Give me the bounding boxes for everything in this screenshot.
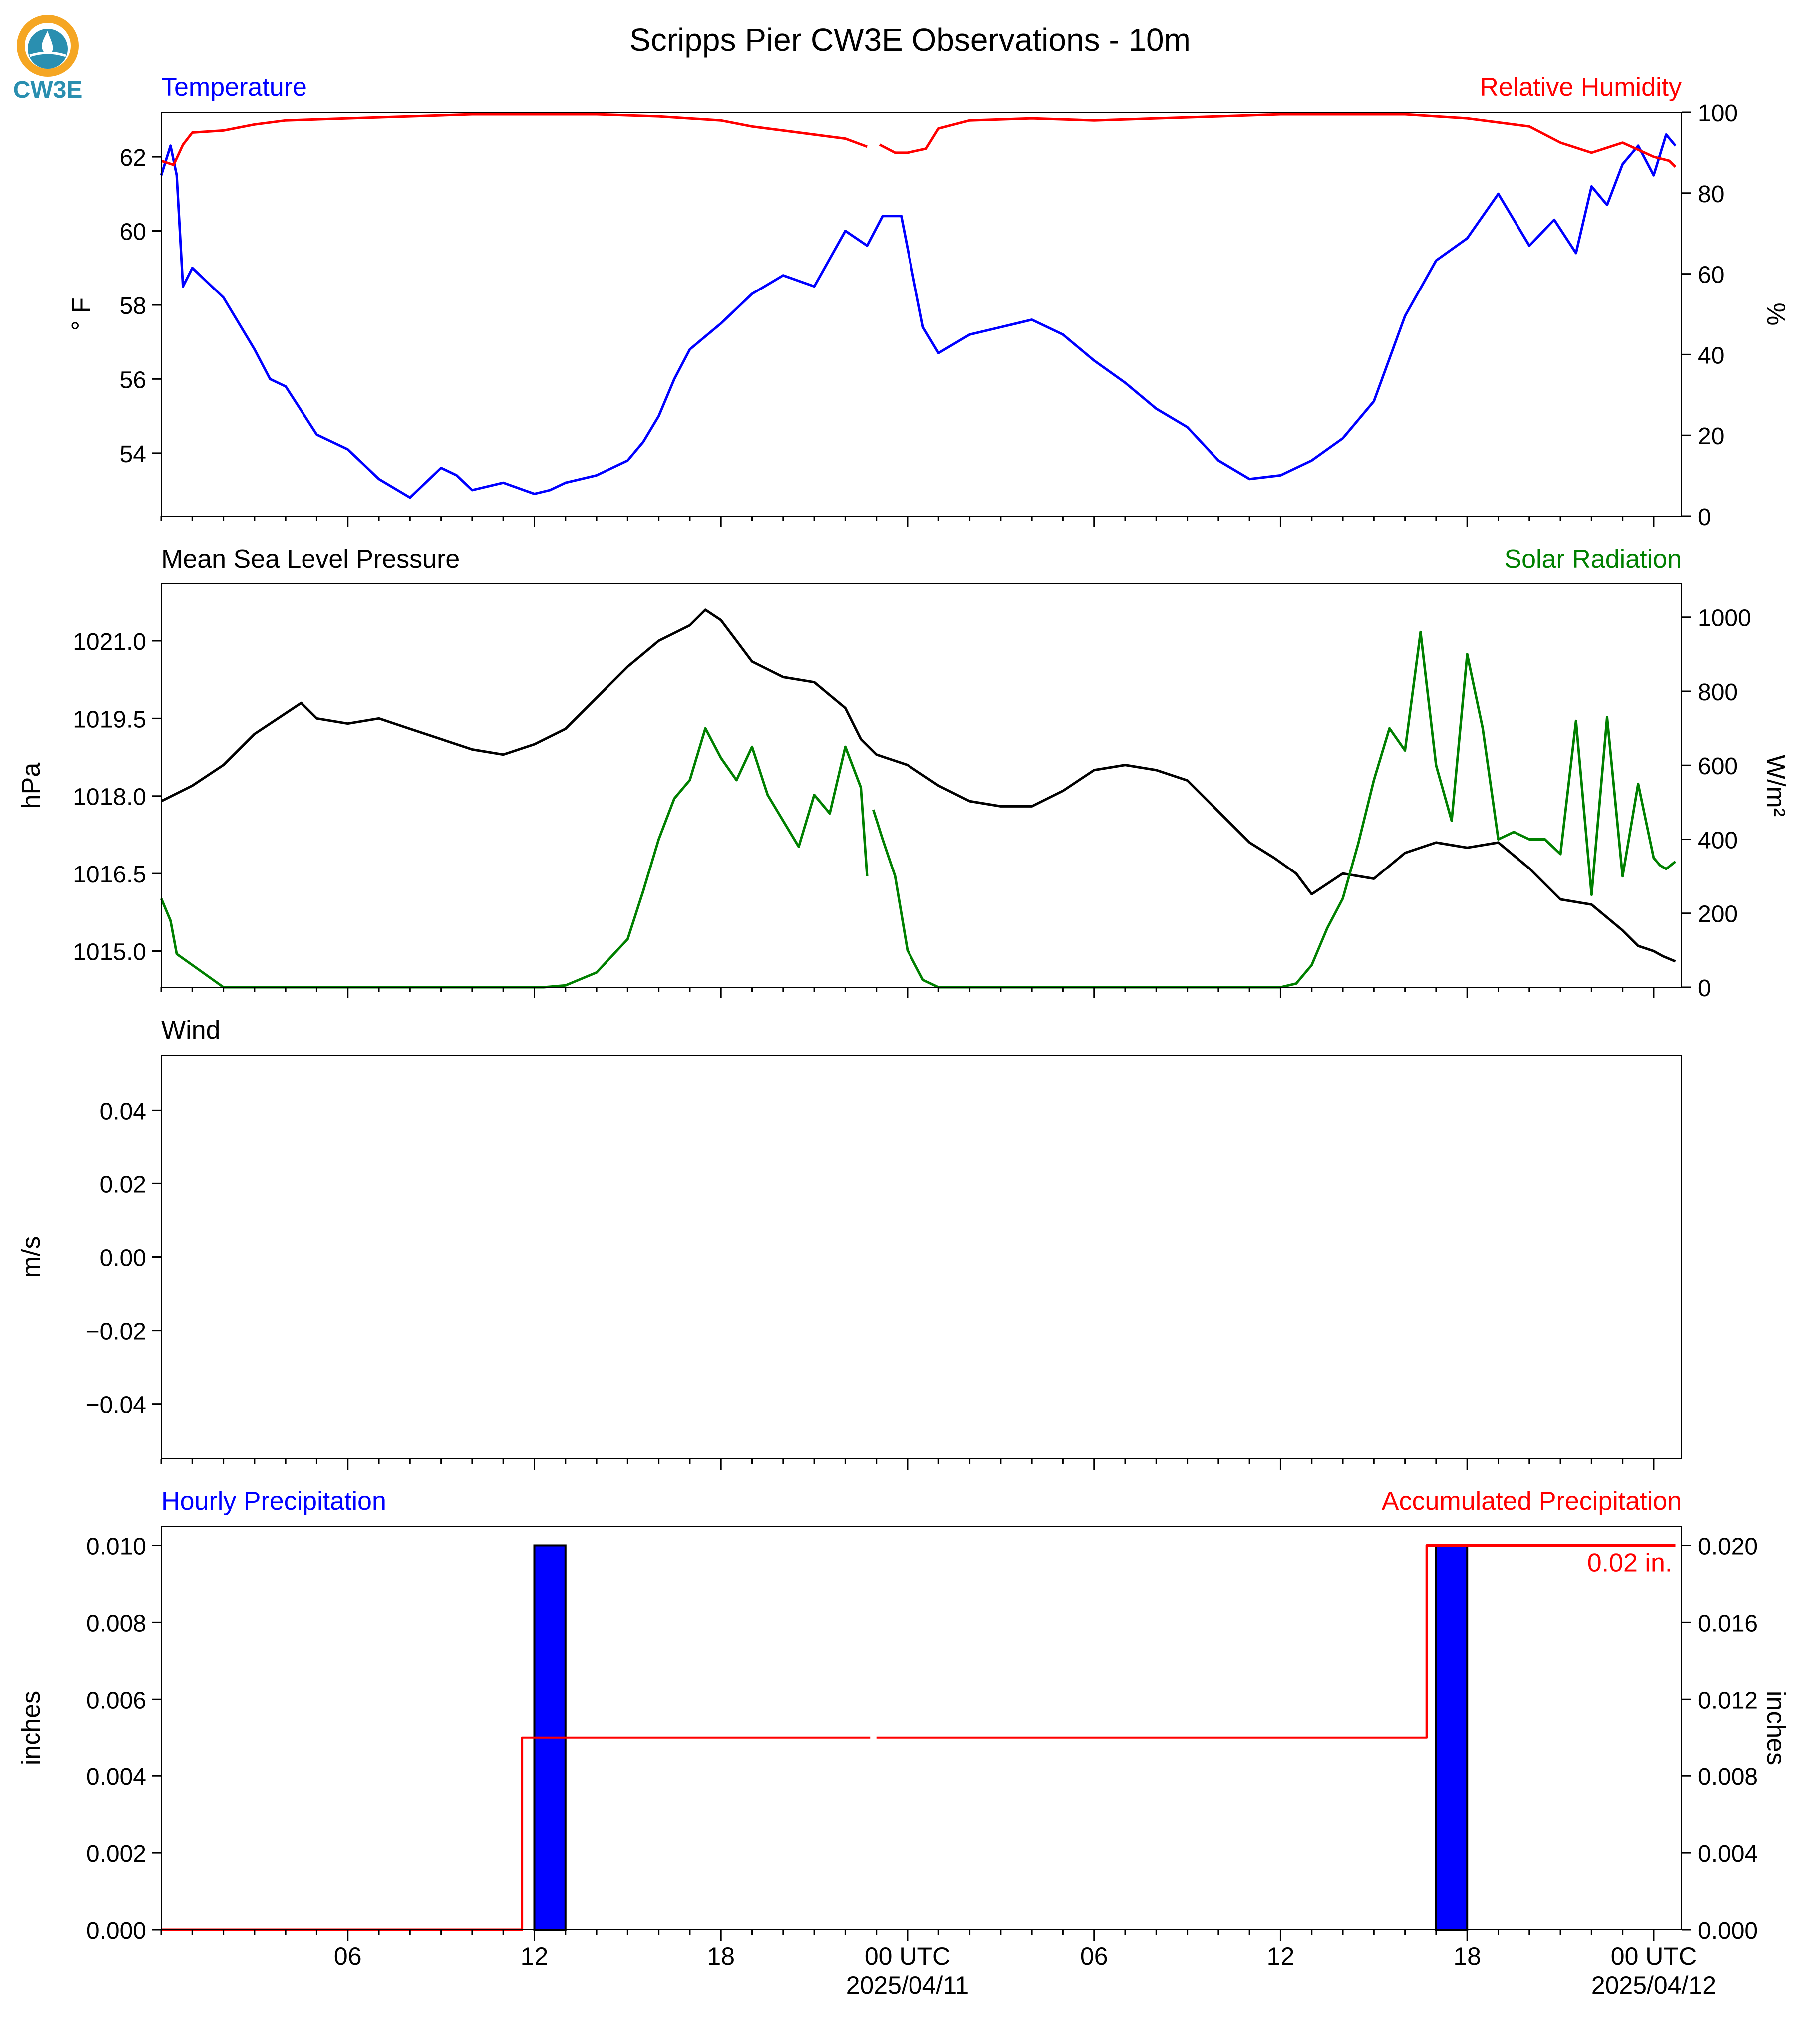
wind-panel: Wind −0.04 −0.02 0.00 0.02 0.04 m/s: [17, 1016, 1682, 1470]
y-tick-label-left: 0.004: [86, 1764, 146, 1790]
y-tick-label-left: 0.000: [86, 1918, 146, 1944]
precip-hourly-axis-label: inches: [17, 1691, 46, 1765]
x-tick-label: 12: [1267, 1942, 1295, 1970]
y-tick-label-left: 54: [120, 441, 146, 468]
precipitation-panel: Hourly Precipitation Accumulated Precipi…: [17, 1487, 1790, 1944]
y-tick-label-left: 0.008: [86, 1610, 146, 1637]
humidity-axis-label: %: [1761, 302, 1790, 325]
x-tick-label: 06: [1080, 1942, 1108, 1970]
y-tick-label-left: 56: [120, 367, 146, 393]
y-tick-label-right: 0.004: [1698, 1841, 1758, 1867]
y-tick-label-left: 58: [120, 293, 146, 319]
series-line-0: [160, 608, 1676, 963]
humidity-title: Relative Humidity: [1480, 73, 1682, 102]
wind-plot-area: −0.04 −0.02 0.00 0.02 0.04: [86, 1055, 1682, 1470]
pressure-axis-label: hPa: [17, 763, 46, 809]
plot-frame: [161, 1526, 1682, 1930]
y-tick-label-left: 1019.5: [73, 706, 146, 733]
y-tick-label-right: 400: [1698, 827, 1738, 854]
pressure-solar-plot-area: 1015.0 1016.5 1018.0 1019.5 1021.0 0 200 400 600…: [73, 583, 1751, 1002]
logo-wave-icon: [29, 51, 66, 57]
x-tick-label: 18: [1453, 1942, 1481, 1970]
y-tick-label-left: 1021.0: [73, 629, 146, 655]
temperature-axis-label: ° F: [67, 297, 96, 331]
y-tick-label-right: 100: [1698, 100, 1738, 127]
cw3e-logo: CW3E: [13, 15, 83, 103]
y-tick-label-right: 20: [1698, 423, 1724, 450]
x-date-label: 2025/04/11: [846, 1971, 969, 1999]
y-tick-label-left: 62: [120, 145, 146, 171]
pressure-solar-panel: Mean Sea Level Pressure Solar Radiation …: [17, 545, 1790, 1002]
temperature-humidity-panel: Temperature Relative Humidity 54 56 58 60 62…: [67, 73, 1790, 531]
y-tick-label-left: 0.00: [100, 1245, 146, 1272]
accumulated-precip-title: Accumulated Precipitation: [1382, 1487, 1682, 1516]
x-tick-label: 00 UTC: [865, 1942, 950, 1970]
y-tick-label-left: −0.02: [86, 1319, 146, 1345]
x-tick-label: 12: [521, 1942, 549, 1970]
wind-title: Wind: [161, 1016, 220, 1045]
plot-frame: [161, 112, 1682, 517]
temperature-humidity-plot-area: 54 56 58 60 62 0 20 40 60 80 100: [120, 100, 1738, 531]
y-tick-label-left: 1015.0: [73, 939, 146, 965]
solar-axis-label: W/m²: [1761, 755, 1790, 817]
y-tick-label-left: 0.010: [86, 1533, 146, 1560]
precip-accum-axis-label: inches: [1761, 1691, 1790, 1765]
x-tick-label: 06: [334, 1942, 362, 1970]
wind-axis-label: m/s: [17, 1236, 46, 1278]
logo-ring-icon: [17, 15, 79, 77]
y-tick-label-right: 0: [1698, 504, 1711, 531]
series-line-1: [161, 113, 1677, 168]
y-tick-label-right: 0.012: [1698, 1687, 1758, 1714]
precipitation-plot-area: 0.000 0.002 0.004 0.006 0.008 0.010 0.000 0.004…: [86, 1526, 1758, 1944]
y-tick-label-right: 0: [1698, 975, 1711, 1002]
x-tick-label: 18: [707, 1942, 735, 1970]
y-tick-label-right: 60: [1698, 262, 1724, 289]
precip-bar: [1435, 1544, 1469, 1931]
y-tick-label-left: 60: [120, 219, 146, 246]
chart-title: Scripps Pier CW3E Observations - 10m: [629, 22, 1191, 58]
series-line-0: [160, 133, 1677, 499]
y-tick-label-right: 0.016: [1698, 1610, 1758, 1637]
plot-frame: [161, 583, 1682, 988]
y-tick-label-left: −0.04: [86, 1392, 146, 1419]
logo-text: CW3E: [13, 77, 83, 103]
y-tick-label-left: 0.006: [86, 1687, 146, 1714]
y-tick-label-right: 200: [1698, 901, 1738, 928]
y-tick-label-right: 1000: [1698, 605, 1751, 632]
y-tick-label-right: 80: [1698, 181, 1724, 208]
y-tick-label-right: 40: [1698, 342, 1724, 369]
pressure-title: Mean Sea Level Pressure: [161, 545, 460, 574]
y-tick-label-left: 1016.5: [73, 862, 146, 888]
solar-title: Solar Radiation: [1504, 545, 1682, 574]
y-tick-label-right: 0.008: [1698, 1764, 1758, 1790]
y-tick-label-left: 0.02: [100, 1171, 146, 1198]
y-tick-label-right: 0.000: [1698, 1918, 1758, 1944]
y-tick-label-left: 0.002: [86, 1841, 146, 1867]
y-tick-label-left: 0.04: [100, 1098, 146, 1125]
y-tick-label-right: 600: [1698, 753, 1738, 780]
precip-total-annotation: 0.02 in.: [1587, 1548, 1673, 1577]
x-date-label: 2025/04/12: [1591, 1971, 1716, 1999]
y-tick-label-left: 1018.0: [73, 784, 146, 811]
y-tick-label-right: 0.020: [1698, 1533, 1758, 1560]
logo-drop-icon: [42, 31, 53, 54]
y-tick-label-right: 800: [1698, 679, 1738, 706]
temperature-title: Temperature: [161, 73, 307, 102]
x-tick-label: 00 UTC: [1611, 1942, 1697, 1970]
hourly-precip-title: Hourly Precipitation: [161, 1487, 386, 1516]
